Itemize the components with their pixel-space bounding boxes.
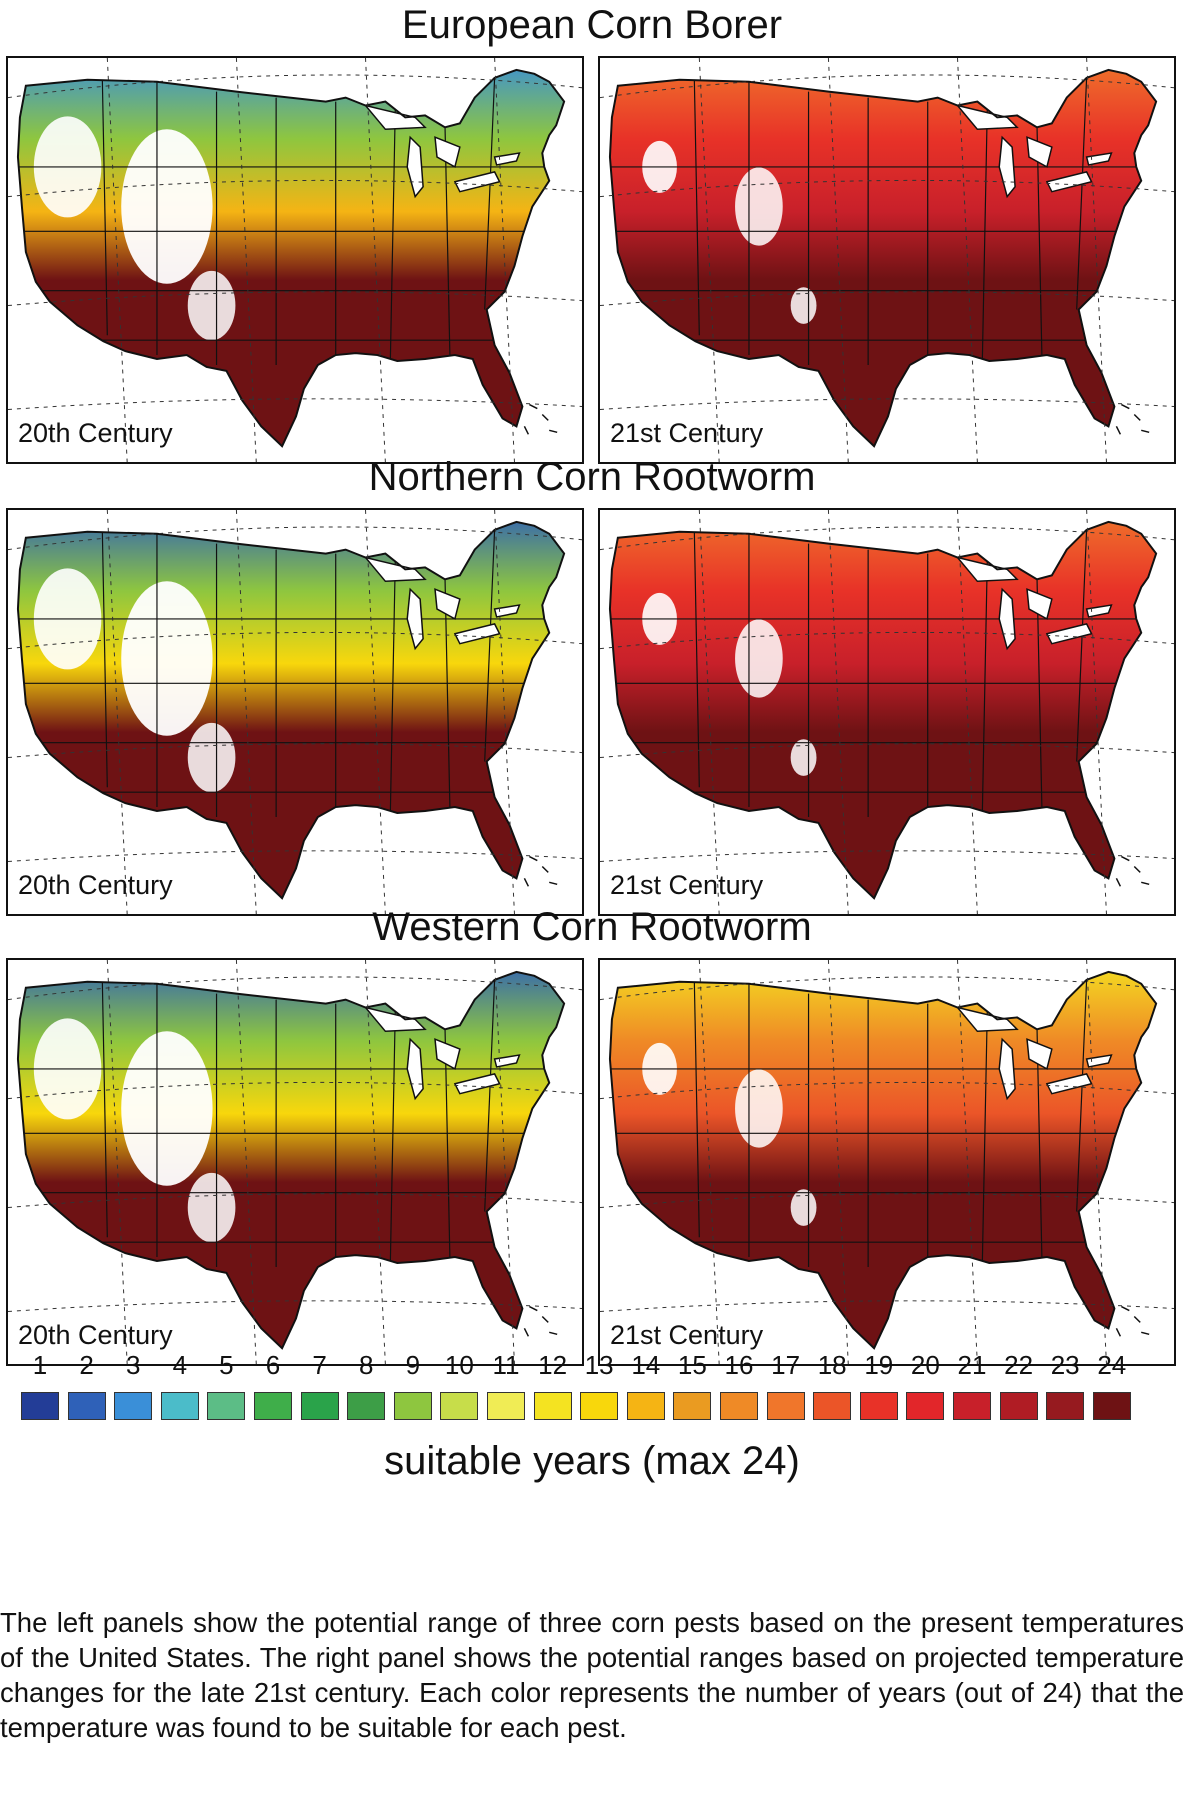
panel-label: 21st Century: [610, 418, 764, 448]
legend-value: 10: [444, 1350, 474, 1380]
legend-swatch: [813, 1392, 852, 1420]
legend-swatch: [720, 1392, 758, 1420]
legend-value: 20: [910, 1350, 940, 1380]
legend-swatch: [347, 1392, 386, 1420]
legend-item-13: 13: [579, 1350, 619, 1420]
us-map: [8, 58, 582, 462]
legend-value: 1: [32, 1350, 48, 1380]
legend-value: 23: [1050, 1350, 1080, 1380]
legend-swatch: [300, 1392, 339, 1420]
legend-value: 11: [492, 1350, 520, 1380]
legend-value: 24: [1097, 1350, 1127, 1380]
legend-item-19: 19: [859, 1350, 899, 1420]
legend-value: 5: [219, 1350, 234, 1380]
legend-value: 16: [724, 1350, 754, 1380]
panel-label: 21st Century: [610, 1320, 764, 1350]
legend-item-3: 3: [113, 1350, 153, 1420]
legend-swatch: [859, 1392, 898, 1420]
legend-item-1: 1: [20, 1350, 60, 1420]
legend-value: 14: [631, 1350, 661, 1380]
legend-item-17: 17: [766, 1350, 806, 1420]
legend-item-9: 9: [393, 1350, 433, 1420]
map-title-western-corn-rootworm: Western Corn Rootworm: [372, 905, 812, 949]
map-panel-ecb-20th: 20th Century: [6, 56, 584, 464]
legend-item-5: 5: [206, 1350, 246, 1420]
map-title-european-corn-borer: European Corn Borer: [401, 3, 783, 47]
legend-swatch: [953, 1392, 991, 1420]
legend-swatch: [207, 1392, 246, 1420]
legend-item-22: 22: [999, 1350, 1039, 1420]
us-map: [8, 510, 582, 914]
panel-label: 20th Century: [18, 870, 173, 900]
legend-item-11: 11: [486, 1350, 526, 1420]
legend-item-18: 18: [812, 1350, 852, 1420]
legend-value: 3: [125, 1350, 141, 1380]
legend-swatch: [393, 1392, 432, 1420]
legend-swatch: [626, 1392, 665, 1420]
legend-item-7: 7: [300, 1350, 340, 1420]
legend-value: 19: [864, 1350, 894, 1380]
legend-item-10: 10: [439, 1350, 479, 1420]
legend-swatch: [673, 1392, 712, 1420]
legend-value: 4: [172, 1350, 188, 1380]
legend-value: 9: [405, 1350, 421, 1380]
us-map: [600, 58, 1174, 462]
us-map: [8, 960, 582, 1364]
legend-swatch: [533, 1392, 572, 1420]
legend-value: 22: [1004, 1350, 1034, 1380]
figure-caption: The left panels show the potential range…: [0, 1607, 1184, 1743]
legend-item-20: 20: [905, 1350, 945, 1420]
legend-swatch: [114, 1392, 153, 1420]
legend-value: 15: [677, 1350, 707, 1380]
panel-label: 20th Century: [18, 1320, 173, 1350]
legend-swatch: [766, 1392, 805, 1420]
legend-item-21: 21: [952, 1350, 992, 1420]
legend-item-6: 6: [253, 1350, 293, 1420]
legend-item-23: 23: [1045, 1350, 1085, 1420]
color-legend: 1 2 3 4 5 6 7 8 9 10 11 12 13 14 15 16 17 18 19 20 21 22 23 24: [20, 1350, 1170, 1430]
map-panel-wcr-20th: 20th Century: [6, 958, 584, 1366]
map-title-northern-corn-rootworm: Northern Corn Rootworm: [368, 455, 816, 499]
legend-value: 12: [538, 1350, 568, 1380]
legend-swatch: [160, 1392, 199, 1420]
legend-item-8: 8: [346, 1350, 386, 1420]
legend-value: 6: [265, 1350, 281, 1380]
legend-item-2: 2: [67, 1350, 107, 1420]
map-panel-ncr-20th: 20th Century: [6, 508, 584, 916]
legend-item-14: 14: [626, 1350, 666, 1420]
us-map: [600, 960, 1174, 1364]
panel-label: 21st Century: [610, 870, 764, 900]
legend-item-4: 4: [160, 1350, 200, 1420]
legend-item-12: 12: [533, 1350, 573, 1420]
legend-swatch: [906, 1392, 945, 1420]
map-panel-wcr-21st: 21st Century: [598, 958, 1176, 1366]
legend-swatch: [487, 1392, 525, 1420]
legend-value: 8: [358, 1350, 374, 1380]
legend-swatch: [1046, 1392, 1085, 1420]
legend-swatch: [254, 1392, 292, 1420]
legend-swatch: [21, 1392, 59, 1420]
legend-value: 2: [79, 1350, 94, 1380]
us-map: [600, 510, 1174, 914]
legend-value: 18: [817, 1350, 847, 1380]
legend-swatch: [999, 1392, 1038, 1420]
legend-item-16: 16: [719, 1350, 759, 1420]
map-panel-ncr-21st: 21st Century: [598, 508, 1176, 916]
legend-value: 21: [957, 1350, 987, 1380]
legend-swatch: [440, 1392, 479, 1420]
legend-title: suitable years (max 24): [384, 1439, 800, 1483]
legend-value: 7: [312, 1350, 327, 1380]
legend-item-24: 24: [1092, 1350, 1132, 1420]
legend-swatch: [67, 1392, 106, 1420]
legend-value: 17: [771, 1350, 801, 1380]
legend-swatch: [580, 1392, 619, 1420]
legend-item-15: 15: [672, 1350, 712, 1420]
panel-label: 20th Century: [18, 418, 173, 448]
legend-swatch: [1092, 1392, 1131, 1420]
legend-value: 13: [584, 1350, 614, 1380]
map-panel-ecb-21st: 21st Century: [598, 56, 1176, 464]
